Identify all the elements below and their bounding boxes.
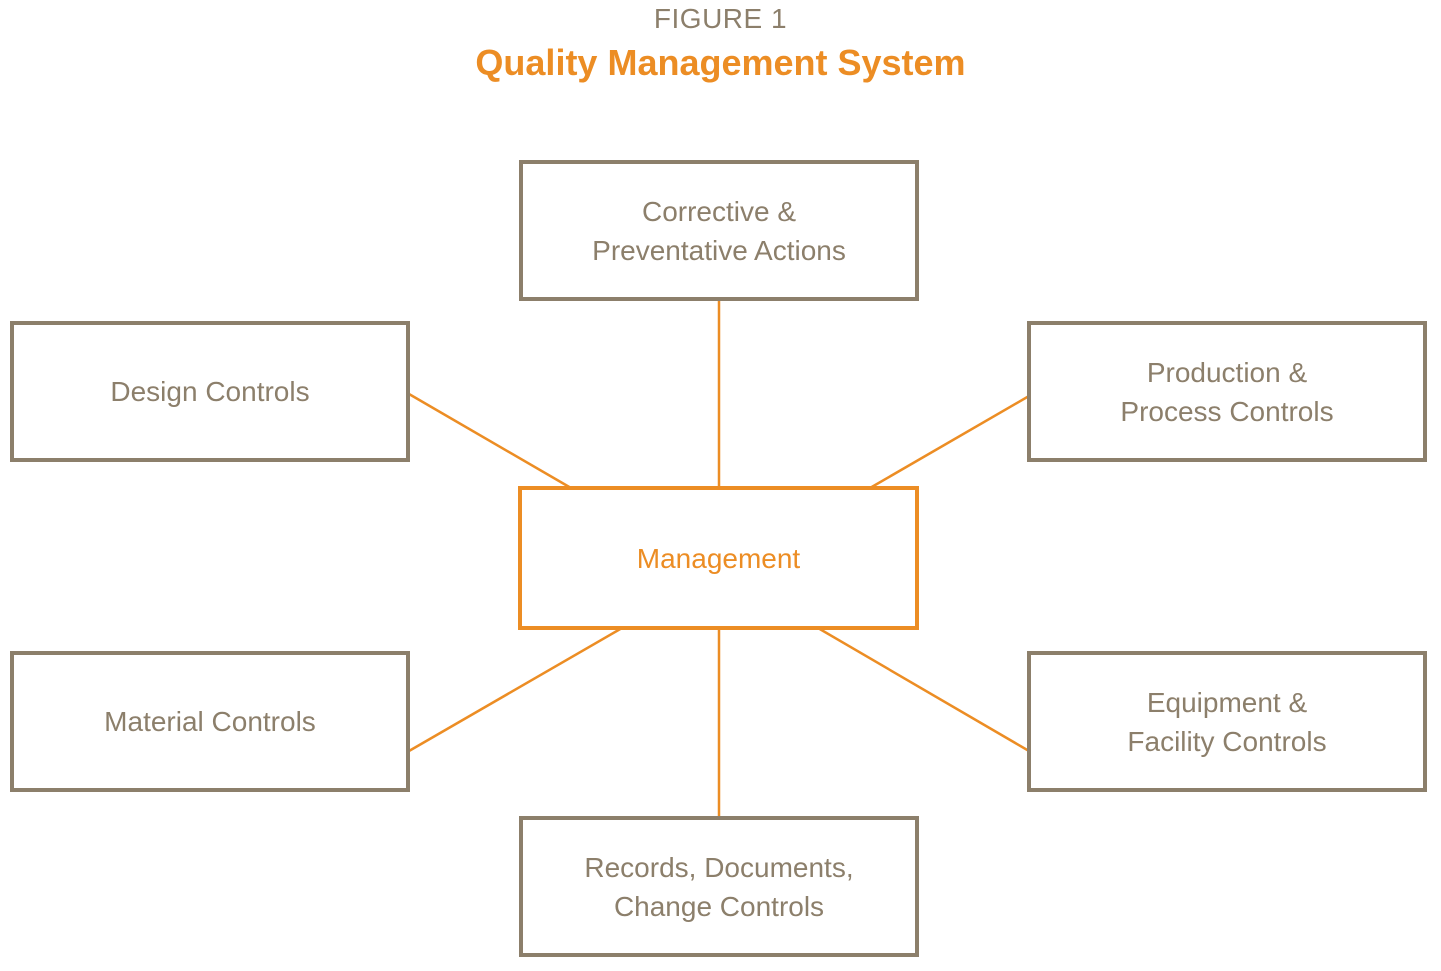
figure-label: FIGURE 1 (653, 3, 788, 34)
connector-equipment (817, 626, 1030, 753)
node-management: Management (518, 486, 919, 630)
connector-material (408, 626, 623, 753)
node-records-documents-change-controls: Records, Documents, Change Controls (519, 816, 919, 957)
node-material-label: Material Controls (104, 706, 316, 737)
connector-production (869, 394, 1030, 490)
node-management-label: Management (636, 542, 801, 574)
connector-design (408, 392, 572, 490)
node-design-controls: Design Controls (10, 321, 410, 462)
node-material-controls: Material Controls (10, 651, 410, 792)
node-equipment-facility-controls: Equipment & Facility Controls (1027, 651, 1427, 792)
node-production-process-controls: Production & Process Controls (1027, 321, 1427, 462)
node-corrective-label: Corrective & Preventative Actions (592, 195, 846, 266)
node-design-label: Design Controls (110, 376, 310, 407)
node-records-label: Records, Documents, Change Controls (584, 851, 854, 922)
figure-title: Quality Management System (475, 42, 966, 83)
node-corrective-preventative-actions: Corrective & Preventative Actions (519, 160, 919, 301)
node-equipment-label: Equipment & Facility Controls (1127, 686, 1327, 757)
node-production-label: Production & Process Controls (1120, 356, 1334, 427)
